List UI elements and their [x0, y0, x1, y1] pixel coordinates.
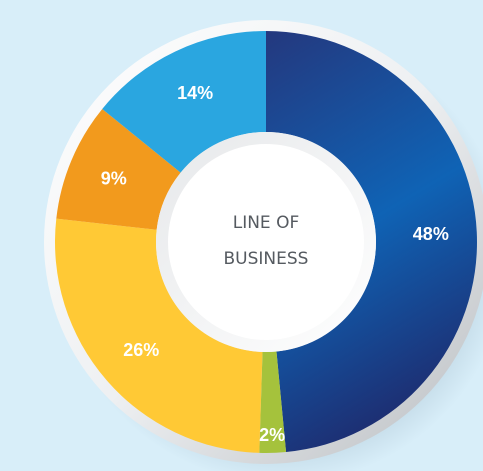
center-disc [168, 144, 364, 340]
center-title-line1: LINE OF [233, 213, 300, 233]
slice-label: 2% [259, 425, 285, 445]
center-title-line2: BUSINESS [224, 249, 309, 269]
slice-label: 9% [101, 168, 127, 188]
slice-label: 48% [413, 224, 449, 244]
slice-label: 14% [177, 83, 213, 103]
slice-label: 26% [123, 340, 159, 360]
